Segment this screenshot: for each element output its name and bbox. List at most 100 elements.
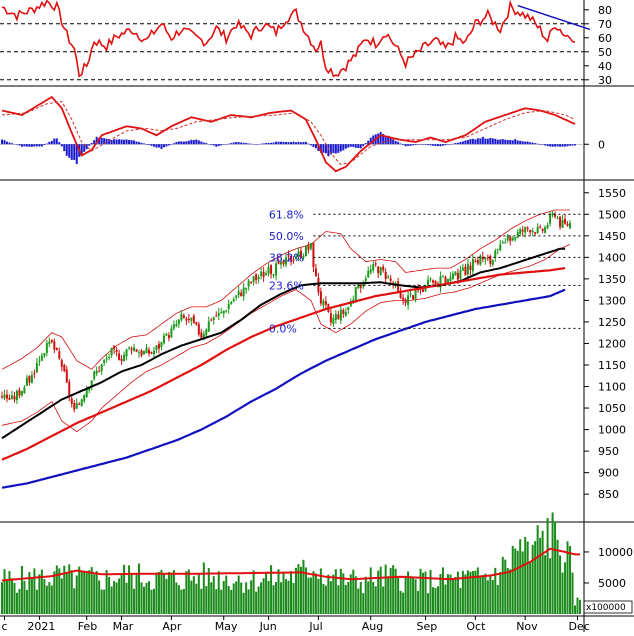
candle-body	[290, 255, 292, 261]
volume-bar	[544, 555, 547, 614]
macd-histogram-bar	[347, 144, 350, 148]
volume-bar	[78, 566, 81, 614]
candle-body	[200, 332, 203, 338]
volume-bar	[217, 571, 220, 614]
volume-bar	[489, 574, 492, 614]
volume-bar	[68, 564, 71, 614]
macd-histogram-bar	[409, 144, 412, 146]
candle-body	[210, 319, 213, 321]
volume-bar	[200, 588, 203, 614]
candle-body	[496, 248, 499, 250]
macd-histogram-bar	[48, 141, 51, 145]
volume-bar	[441, 567, 444, 614]
candle-body	[287, 255, 290, 257]
volume-bar	[257, 586, 260, 614]
macd-histogram-bar	[252, 143, 255, 145]
x-tick-label: Dec	[569, 620, 590, 632]
macd-histogram-bar	[546, 144, 549, 147]
macd-histogram-bar	[135, 141, 138, 145]
candle-body	[265, 273, 268, 276]
candle-body	[180, 313, 183, 321]
moving-average-ma_long	[1, 288, 566, 489]
candle-body	[339, 309, 342, 321]
macd-histogram-bar	[524, 141, 527, 145]
volume-bar	[247, 589, 250, 614]
macd-histogram-bar	[197, 140, 200, 145]
macd-histogram-bar	[10, 143, 13, 145]
candle-body	[157, 343, 160, 349]
macd-histogram-bar	[451, 143, 454, 145]
candle-body	[544, 227, 547, 233]
volume-bar	[424, 571, 427, 614]
candle-body	[414, 288, 417, 299]
candle-body	[130, 348, 133, 351]
candle-body	[409, 293, 412, 295]
candle-body	[534, 232, 537, 234]
macd-histogram-bar	[232, 142, 235, 145]
volume-bar	[521, 551, 524, 614]
candle-body	[128, 347, 131, 349]
candle-body	[446, 279, 449, 283]
macd-histogram-bar	[53, 138, 56, 145]
volume-bar	[170, 572, 173, 614]
macd-histogram-bar	[287, 142, 290, 145]
candle-body	[197, 324, 200, 335]
macd-histogram-bar	[334, 144, 337, 154]
macd-histogram-bar	[427, 144, 430, 146]
macd-histogram-bar	[215, 144, 218, 147]
volume-bar	[177, 585, 180, 614]
macd-histogram-bar	[364, 143, 367, 145]
volume-bar	[287, 580, 290, 614]
candle-body	[499, 244, 502, 250]
volume-bar	[399, 590, 402, 614]
macd-histogram-bar	[190, 139, 193, 145]
volume-bar	[5, 579, 8, 614]
y-tick-label: 80	[598, 4, 612, 17]
fib-level-label: 61.8%	[269, 208, 304, 221]
candle-body	[113, 346, 116, 349]
candle-body	[270, 265, 273, 275]
volume-bar	[277, 569, 280, 614]
macd-histogram-bar	[240, 142, 243, 145]
candle-body	[232, 299, 235, 302]
volume-bar	[190, 580, 193, 614]
volume-bar	[55, 565, 58, 614]
candle-body	[237, 291, 240, 296]
candle-body	[461, 267, 464, 271]
candle-body	[439, 276, 442, 288]
macd-histogram-bar	[235, 142, 238, 145]
candle-body	[13, 396, 16, 400]
macd-histogram-bar	[192, 140, 195, 145]
macd-histogram-bar	[511, 140, 514, 145]
candle-body	[125, 349, 128, 357]
candle-body	[559, 216, 562, 228]
macd-histogram-bar	[412, 144, 415, 146]
volume-bar	[180, 589, 183, 614]
volume-bar	[255, 591, 258, 614]
macd-histogram-bar	[461, 141, 464, 145]
volume-bar	[235, 581, 238, 614]
volume-bar	[299, 566, 302, 614]
candle-body	[53, 341, 56, 350]
volume-bar	[125, 582, 128, 614]
candle-body	[407, 295, 410, 305]
candle-body	[100, 364, 103, 372]
candle-body	[93, 371, 96, 379]
candle-body	[150, 352, 153, 354]
candle-body	[526, 227, 529, 230]
macd-histogram-bar	[359, 144, 362, 149]
candle-body	[260, 271, 263, 276]
macd-histogram-bar	[140, 142, 143, 145]
macd-histogram-bar	[489, 137, 492, 145]
candle-body	[143, 351, 146, 355]
x-axis: c 2021 Feb Mar Apr May Jun Jul Aug Sep Oct Nov Dec	[1, 616, 590, 633]
volume-bar	[110, 586, 113, 614]
macd-histogram-bar	[45, 143, 48, 145]
macd-histogram-bar	[63, 144, 66, 152]
candle-body	[307, 244, 310, 250]
macd-histogram-bar	[501, 139, 504, 145]
candle-body	[451, 273, 454, 280]
volume-bar	[143, 586, 146, 614]
macd-histogram-bar	[309, 144, 312, 146]
